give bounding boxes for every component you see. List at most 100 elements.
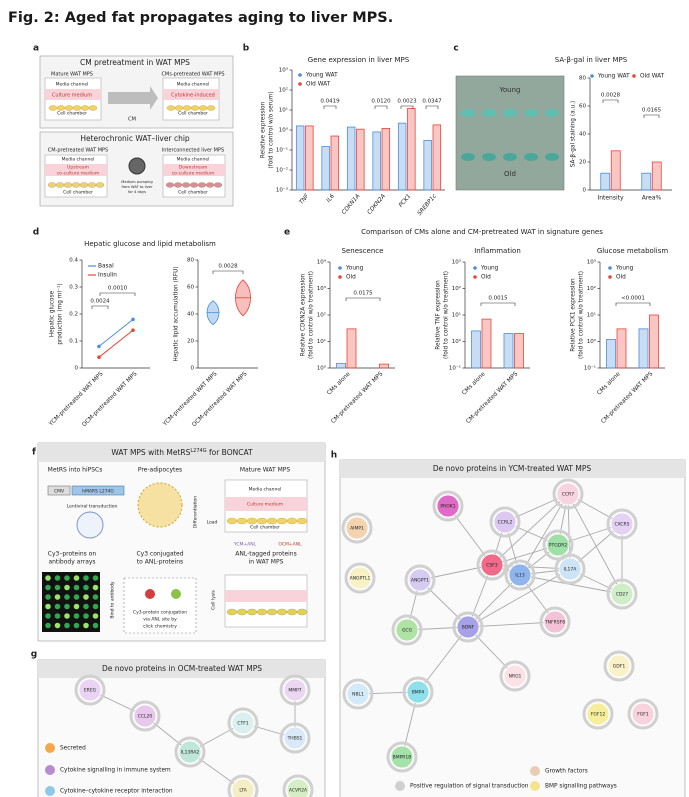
- label: Culture medium: [247, 502, 283, 508]
- cell: [236, 517, 248, 525]
- legend-swatch: [298, 82, 302, 86]
- bracket: [400, 105, 414, 109]
- label: Media channel: [177, 157, 210, 163]
- bar: [600, 172, 611, 191]
- bar: [649, 314, 659, 369]
- channel: [45, 89, 101, 100]
- spot: [54, 622, 61, 629]
- label: CM-pretreated WAT MPS: [48, 148, 109, 154]
- node-ring: [341, 512, 373, 544]
- node-ring: [542, 529, 574, 561]
- node: [543, 610, 567, 634]
- micrograph: [455, 75, 565, 191]
- legend-dot: [45, 765, 55, 775]
- y-tick-label: 10²: [587, 285, 596, 292]
- cell: [205, 182, 215, 188]
- node-ring: [504, 559, 536, 591]
- spot: [83, 594, 89, 600]
- edge: [491, 544, 559, 566]
- cell: [47, 182, 57, 188]
- label: Cell chamber: [178, 190, 208, 196]
- cell: [80, 105, 90, 111]
- y-tick-label: 40: [579, 132, 586, 138]
- label: Cy3-protein conjugation: [133, 610, 187, 616]
- legend-label: Old WAT: [306, 82, 331, 88]
- node-ring: [476, 549, 508, 581]
- node-ring: [432, 490, 464, 522]
- bead: [171, 589, 181, 599]
- y-tick-label: 0.4: [69, 258, 78, 264]
- node-label: IL13RA2: [181, 750, 200, 756]
- y-tick-label: 0.1: [69, 339, 78, 345]
- y-axis-label: production (mg ml⁻¹): [57, 283, 64, 344]
- y-axis-label: Relative PCK1 expression: [571, 278, 577, 352]
- cell: [276, 517, 288, 525]
- spot: [64, 613, 70, 619]
- line: [98, 329, 134, 358]
- cell: [226, 517, 238, 525]
- legend-label: Old: [616, 275, 626, 281]
- spot: [83, 584, 89, 591]
- spot: [54, 613, 61, 619]
- legend-label: Growth factors: [545, 769, 588, 775]
- legend-dot: [530, 766, 540, 776]
- node-label: CXCR5: [614, 522, 629, 528]
- spot: [92, 603, 99, 610]
- cell: [276, 608, 288, 616]
- node-label: CCR7: [562, 492, 574, 498]
- point: [131, 328, 135, 333]
- node-ring: [582, 698, 614, 730]
- node-label: TNFRSF8: [544, 620, 565, 626]
- y-tick-label: 0.3: [69, 285, 78, 291]
- p-value: 0.0165: [642, 108, 662, 114]
- panel-title: De novo proteins in OCM-treated WAT MPS: [102, 664, 262, 673]
- cell: [213, 182, 223, 188]
- panel-label: f: [32, 448, 36, 458]
- legend-label: Old: [481, 275, 491, 281]
- label: Media channel: [62, 157, 95, 163]
- x-tick-label: PCK1: [398, 193, 412, 208]
- y-tick-label: 60: [579, 104, 586, 110]
- label: Lentiviral transduction: [67, 504, 118, 510]
- well: [524, 109, 538, 117]
- node-label: PROK1: [440, 504, 455, 510]
- cell: [166, 105, 176, 111]
- label: CMV: [54, 489, 65, 495]
- line: [98, 319, 134, 347]
- edge: [519, 574, 623, 595]
- node-ring: [627, 698, 659, 730]
- spot: [64, 603, 70, 610]
- header-part: L274G: [190, 448, 206, 454]
- y-axis-label: Relative expression: [261, 101, 267, 158]
- panel-label: a: [33, 44, 39, 54]
- label: via ANL site by: [143, 617, 177, 623]
- label: Media channel: [177, 82, 210, 88]
- node-ring: [391, 614, 423, 646]
- y-tick-label: 40: [187, 312, 194, 318]
- legend-swatch: [608, 266, 612, 270]
- well: [482, 109, 496, 117]
- cell: [266, 517, 278, 525]
- label: Cy3–proteins on: [48, 551, 97, 558]
- legend-label: Cytokine–cytokine receptor interaction: [60, 789, 173, 795]
- edge: [467, 574, 521, 628]
- y-tick-label: 10¹: [452, 312, 461, 319]
- cell: [72, 105, 82, 111]
- cell: [206, 105, 216, 111]
- node: [231, 778, 255, 797]
- legend-dot: [530, 781, 540, 791]
- p-value: 0.0347: [422, 99, 442, 105]
- x-tick-label: OCM-pretreated WAT MPS: [81, 371, 138, 428]
- bar: [305, 125, 314, 191]
- cell: [79, 182, 89, 188]
- y-tick-label: 10¹: [587, 312, 596, 319]
- y-axis-label: Hepatic lipid accumulation (RFU): [174, 266, 180, 361]
- spot: [73, 603, 80, 610]
- spot: [45, 584, 51, 591]
- legend-swatch: [473, 275, 477, 279]
- node-ring: [552, 478, 584, 510]
- channel: [163, 164, 225, 176]
- spot: [64, 594, 70, 600]
- node-label: MMP7: [288, 688, 301, 694]
- bead: [145, 589, 155, 599]
